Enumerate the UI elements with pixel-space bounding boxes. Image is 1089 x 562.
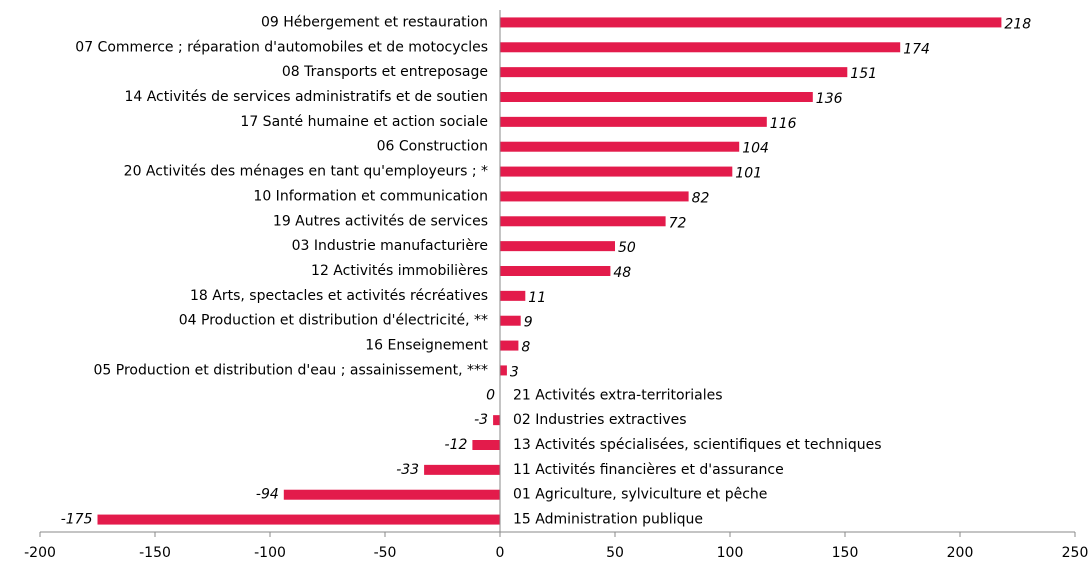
value-label: 104 — [742, 141, 769, 157]
x-tick-label: -50 — [374, 545, 397, 561]
category-label: 18 Arts, spectacles et activités récréat… — [190, 288, 488, 304]
value-label: 116 — [770, 116, 797, 132]
bar — [500, 315, 521, 326]
bar — [500, 116, 767, 127]
value-label: 72 — [669, 215, 687, 231]
category-label: 01 Agriculture, sylviculture et pêche — [513, 487, 767, 503]
bar — [500, 67, 848, 78]
category-label: 16 Enseignement — [365, 338, 488, 354]
category-label: 06 Construction — [377, 139, 488, 155]
value-label: 174 — [903, 41, 930, 57]
category-label: 14 Activités de services administratifs … — [124, 89, 488, 105]
bar — [500, 92, 813, 102]
category-label: 19 Autres activités de services — [273, 213, 488, 229]
value-label: -175 — [61, 512, 93, 528]
value-label: 151 — [850, 66, 877, 82]
category-label: 07 Commerce ; réparation d'automobiles e… — [75, 39, 488, 55]
value-label: 82 — [692, 190, 710, 206]
bar — [500, 241, 615, 252]
value-label: 50 — [618, 240, 636, 256]
category-label: 10 Information et communication — [253, 188, 488, 204]
category-label: 08 Transports et entreposage — [282, 64, 488, 80]
value-label: -94 — [256, 487, 279, 503]
value-label: 48 — [613, 265, 631, 281]
bar — [500, 216, 666, 227]
x-tick-label: 0 — [496, 545, 505, 561]
value-label: 218 — [1004, 16, 1031, 32]
bar — [500, 191, 689, 202]
bar — [424, 464, 500, 475]
x-tick-label: -150 — [139, 545, 171, 561]
value-label: -3 — [474, 412, 488, 428]
value-label: 8 — [521, 340, 530, 356]
bar — [493, 415, 500, 426]
category-label: 09 Hébergement et restauration — [261, 14, 488, 30]
category-label: 21 Activités extra-territoriales — [513, 387, 723, 403]
category-label: 04 Production et distribution d'électric… — [179, 313, 488, 329]
value-label: 11 — [528, 290, 546, 306]
bar — [500, 166, 733, 177]
x-tick-label: 250 — [1062, 545, 1089, 561]
x-tick-label: -200 — [24, 545, 56, 561]
x-tick-label: 50 — [606, 545, 624, 561]
value-label: 9 — [524, 315, 533, 331]
bar — [97, 514, 500, 525]
bar — [500, 17, 1002, 28]
value-label: 101 — [735, 166, 762, 182]
category-label: 13 Activités spécialisées, scientifiques… — [513, 437, 881, 453]
category-label: 03 Industrie manufacturière — [292, 238, 488, 254]
x-tick-label: 150 — [832, 545, 859, 561]
bar — [472, 440, 500, 450]
value-label: -12 — [445, 437, 468, 453]
category-label: 20 Activités des ménages en tant qu'empl… — [124, 164, 488, 180]
x-tick-label: 200 — [947, 545, 974, 561]
category-label: 05 Production et distribution d'eau ; as… — [93, 362, 488, 378]
x-tick-label: -100 — [254, 545, 286, 561]
category-label: 11 Activités financières et d'assurance — [513, 462, 784, 478]
bar — [500, 365, 507, 376]
bar — [500, 42, 901, 53]
bar — [500, 141, 740, 152]
x-tick-label: 100 — [717, 545, 744, 561]
category-label: 02 Industries extractives — [513, 412, 687, 428]
bar — [500, 290, 526, 301]
value-label: -33 — [396, 462, 419, 478]
value-label: 0 — [486, 387, 495, 403]
value-label: 136 — [816, 91, 843, 107]
category-label: 15 Administration publique — [513, 512, 703, 528]
category-label: 12 Activités immobilières — [311, 263, 488, 279]
bar — [500, 266, 611, 276]
category-label: 17 Santé humaine et action sociale — [240, 114, 488, 130]
bar — [500, 340, 519, 351]
bar — [283, 489, 500, 500]
value-label: 3 — [510, 364, 519, 380]
